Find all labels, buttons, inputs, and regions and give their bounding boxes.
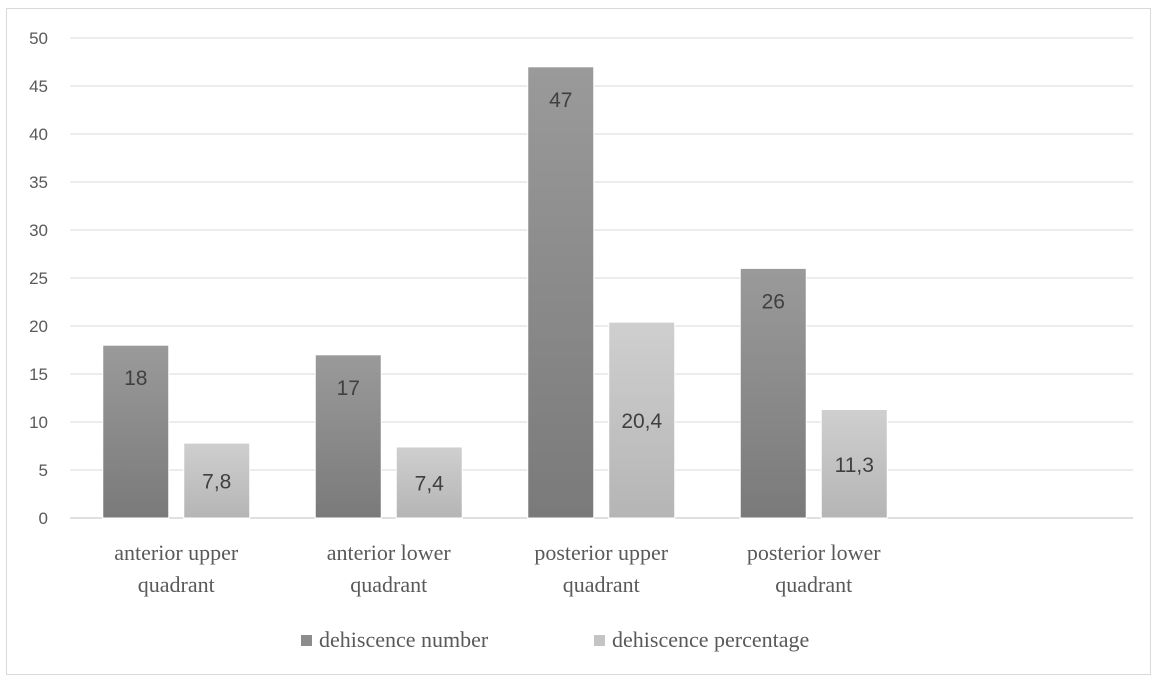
bar [820,409,888,519]
legend-swatch [594,635,605,646]
bars [102,66,888,519]
x-axis-categories: anterior upper quadrant anterior lower quad… [114,540,881,597]
bar [314,354,382,519]
y-tick-label: 5 [39,461,48,480]
y-tick-label: 45 [29,77,48,96]
x-category-label: quadrant [138,572,215,597]
x-category-label: posterior lower [747,540,881,565]
y-tick-label: 0 [39,509,48,528]
x-category-label: anterior upper [114,540,239,565]
y-tick-label: 35 [29,173,48,192]
bar [395,446,463,519]
data-labels: 18 7,8 17 7,4 47 20,4 26 11,3 [124,89,874,496]
legend-swatch [301,635,312,646]
bar [183,442,251,519]
data-label: 11,3 [835,454,874,477]
bar [527,66,595,519]
data-label: 26 [762,290,785,313]
x-category-label: anterior lower [327,540,452,565]
legend: dehiscence number dehiscence percentage [301,627,809,652]
data-label: 47 [549,89,572,112]
x-category-label: quadrant [350,572,427,597]
x-category-label: quadrant [563,572,640,597]
data-label: 17 [337,377,360,400]
y-axis-ticks: 0 5 10 15 20 25 30 35 40 45 50 [29,29,48,528]
bar [739,267,807,519]
data-label: 18 [124,367,147,390]
data-label: 20,4 [621,410,662,433]
legend-label: dehiscence percentage [612,627,809,652]
y-tick-label: 20 [29,317,48,336]
y-tick-label: 25 [29,269,48,288]
bar [608,321,676,519]
y-tick-label: 30 [29,221,48,240]
y-tick-label: 10 [29,413,48,432]
x-category-label: posterior upper [534,540,668,565]
y-tick-label: 15 [29,365,48,384]
data-label: 7,4 [415,472,445,495]
legend-label: dehiscence number [319,627,489,652]
x-category-label: quadrant [775,572,852,597]
bar [102,344,170,519]
y-tick-label: 40 [29,125,48,144]
y-tick-label: 50 [29,29,48,48]
data-label: 7,8 [202,471,231,494]
